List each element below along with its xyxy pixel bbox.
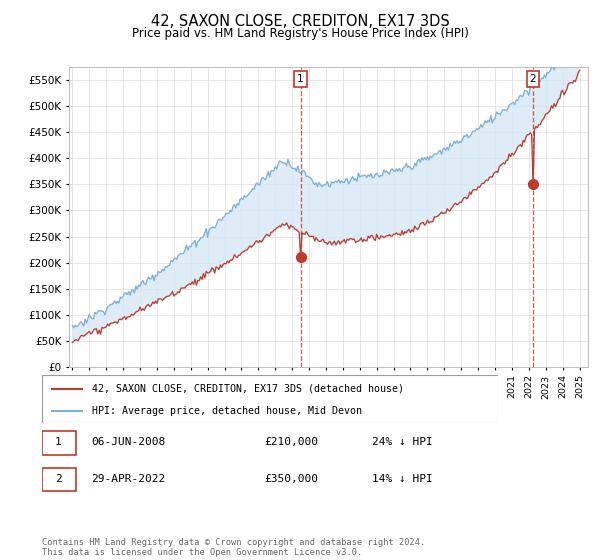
Text: 42, SAXON CLOSE, CREDITON, EX17 3DS: 42, SAXON CLOSE, CREDITON, EX17 3DS (151, 14, 449, 29)
Text: £350,000: £350,000 (264, 474, 318, 484)
FancyBboxPatch shape (42, 431, 76, 455)
Text: 2: 2 (530, 74, 536, 83)
Text: 06-JUN-2008: 06-JUN-2008 (91, 437, 165, 447)
Text: 24% ↓ HPI: 24% ↓ HPI (372, 437, 433, 447)
FancyBboxPatch shape (42, 468, 76, 492)
Text: 2: 2 (55, 474, 62, 484)
Text: 14% ↓ HPI: 14% ↓ HPI (372, 474, 433, 484)
Text: 42, SAXON CLOSE, CREDITON, EX17 3DS (detached house): 42, SAXON CLOSE, CREDITON, EX17 3DS (det… (92, 384, 404, 394)
Text: 29-APR-2022: 29-APR-2022 (91, 474, 165, 484)
Text: 1: 1 (297, 74, 304, 83)
FancyBboxPatch shape (42, 375, 498, 423)
Text: HPI: Average price, detached house, Mid Devon: HPI: Average price, detached house, Mid … (92, 406, 362, 416)
Text: Price paid vs. HM Land Registry's House Price Index (HPI): Price paid vs. HM Land Registry's House … (131, 27, 469, 40)
Text: 1: 1 (55, 437, 62, 447)
Text: Contains HM Land Registry data © Crown copyright and database right 2024.
This d: Contains HM Land Registry data © Crown c… (42, 538, 425, 557)
Text: £210,000: £210,000 (264, 437, 318, 447)
